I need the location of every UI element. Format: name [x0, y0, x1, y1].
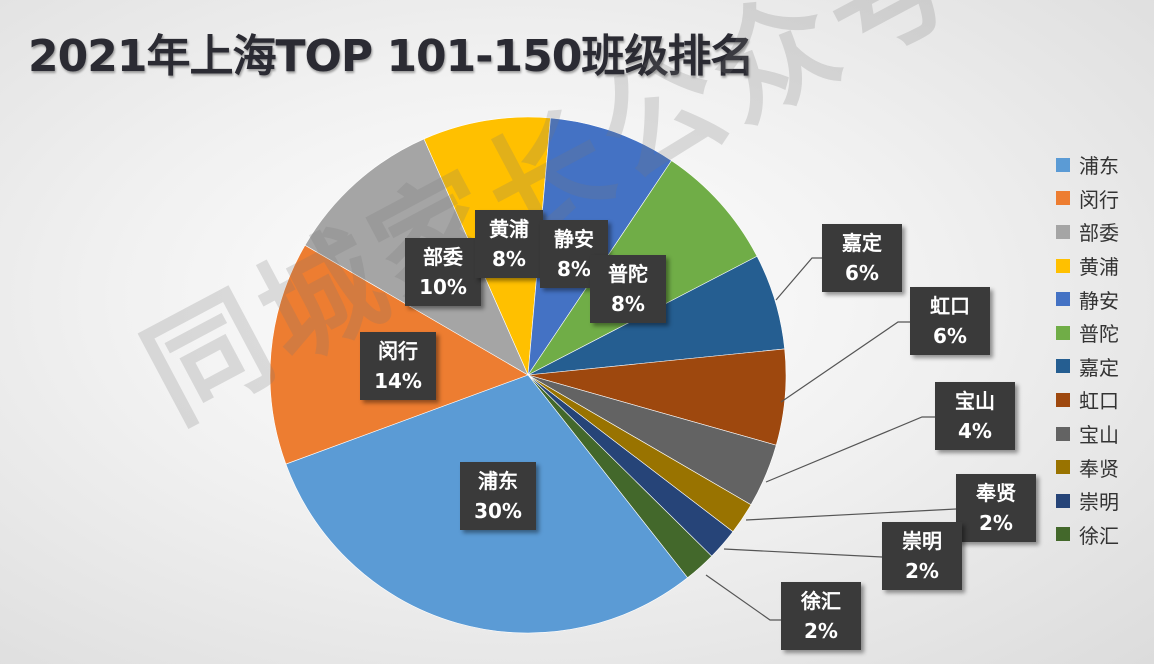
leader-line: [780, 321, 910, 403]
data-label-name: 闵行: [378, 339, 418, 363]
leader-line: [775, 257, 822, 301]
legend-label: 闵行: [1079, 187, 1119, 212]
legend-label: 黄浦: [1079, 255, 1119, 280]
legend-item: 徐汇: [1050, 518, 1140, 552]
pie-slices: [269, 116, 787, 634]
data-label-percent: 6%: [933, 324, 967, 348]
legend-label: 徐汇: [1079, 523, 1119, 548]
legend-swatch-icon: [1056, 527, 1070, 542]
legend-item: 奉贤: [1050, 450, 1140, 484]
legend-swatch-icon: [1056, 224, 1070, 239]
legend-item: 宝山: [1050, 417, 1140, 451]
legend-item: 虹口: [1050, 383, 1140, 417]
legend-label: 普陀: [1079, 322, 1119, 347]
data-label-percent: 10%: [419, 275, 467, 299]
data-label-percent: 14%: [374, 369, 422, 393]
legend-label: 奉贤: [1079, 456, 1119, 481]
legend-swatch-icon: [1056, 292, 1070, 307]
legend-label: 浦东: [1079, 154, 1119, 179]
data-label-name: 普陀: [608, 262, 648, 286]
data-label-黄浦: 黄浦 8%: [475, 210, 543, 278]
data-label-name: 静安: [554, 227, 594, 251]
chart-title: 2021年上海TOP 101-150班级排名: [28, 31, 754, 82]
legend-label: 虹口: [1079, 389, 1119, 414]
legend-swatch-icon: [1056, 258, 1070, 273]
data-label-部委: 部委 10%: [405, 238, 481, 306]
data-label-percent: 2%: [979, 511, 1013, 535]
legend: 浦东闵行部委黄浦静安普陀嘉定虹口宝山奉贤崇明徐汇: [1050, 148, 1140, 551]
legend-swatch-icon: [1056, 392, 1070, 407]
data-label-name: 浦东: [478, 469, 518, 493]
legend-label: 嘉定: [1079, 355, 1119, 380]
legend-item: 闵行: [1050, 182, 1140, 216]
legend-label: 宝山: [1079, 423, 1119, 448]
data-label-name: 崇明: [902, 529, 942, 553]
data-label-name: 宝山: [955, 389, 995, 413]
legend-item: 浦东: [1050, 148, 1140, 182]
legend-swatch-icon: [1056, 460, 1070, 475]
data-label-name: 部委: [423, 245, 463, 269]
leader-line: [745, 508, 957, 521]
leader-line: [765, 416, 935, 483]
data-label-浦东: 浦东 30%: [460, 462, 536, 530]
legend-label: 静安: [1079, 288, 1119, 313]
data-label-percent: 2%: [905, 559, 939, 583]
legend-swatch-icon: [1056, 191, 1070, 206]
legend-label: 部委: [1079, 221, 1119, 246]
legend-label: 崇明: [1079, 490, 1119, 515]
data-label-宝山: 宝山 4%: [935, 382, 1015, 450]
legend-item: 普陀: [1050, 316, 1140, 350]
data-label-崇明: 崇明 2%: [882, 522, 962, 590]
data-label-percent: 30%: [474, 499, 522, 523]
data-label-percent: 4%: [958, 419, 992, 443]
data-label-percent: 6%: [845, 261, 879, 285]
data-label-静安: 静安 8%: [540, 220, 608, 288]
legend-item: 崇明: [1050, 484, 1140, 518]
legend-item: 静安: [1050, 282, 1140, 316]
legend-swatch-icon: [1056, 359, 1070, 374]
data-label-闵行: 闵行 14%: [360, 332, 436, 400]
legend-swatch-icon: [1056, 325, 1070, 340]
legend-item: 部委: [1050, 215, 1140, 249]
leader-lines: [705, 257, 957, 621]
data-label-普陀: 普陀 8%: [590, 255, 666, 323]
legend-item: 嘉定: [1050, 350, 1140, 384]
data-label-嘉定: 嘉定 6%: [822, 224, 902, 292]
data-label-name: 嘉定: [842, 231, 882, 255]
data-label-percent: 8%: [492, 247, 526, 271]
data-label-percent: 8%: [557, 257, 591, 281]
legend-swatch-icon: [1056, 157, 1070, 172]
leader-line: [723, 548, 883, 558]
data-label-percent: 2%: [804, 619, 838, 643]
data-label-name: 奉贤: [976, 481, 1016, 505]
legend-swatch-icon: [1056, 426, 1070, 441]
data-label-徐汇: 徐汇 2%: [781, 582, 861, 650]
leader-line: [705, 574, 781, 621]
legend-item: 黄浦: [1050, 249, 1140, 283]
data-label-name: 徐汇: [801, 589, 841, 613]
data-label-percent: 8%: [611, 292, 645, 316]
data-label-name: 虹口: [930, 294, 970, 318]
legend-swatch-icon: [1056, 493, 1070, 508]
data-label-虹口: 虹口 6%: [910, 287, 990, 355]
data-label-name: 黄浦: [489, 217, 529, 241]
data-label-奉贤: 奉贤 2%: [956, 474, 1036, 542]
